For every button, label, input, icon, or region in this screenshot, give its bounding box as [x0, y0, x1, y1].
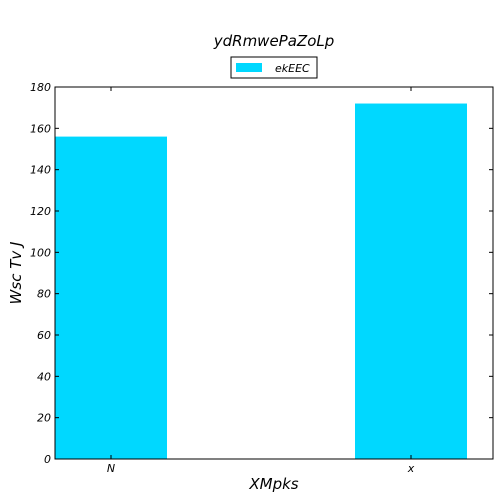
- legend: ekEEC: [230, 56, 318, 79]
- chart-title: ydRmwePaZoLp: [213, 32, 335, 50]
- y-axis-label: Wsc Tv J: [7, 242, 25, 305]
- y-tick-label: 80: [37, 288, 51, 301]
- y-tick-label: 100: [30, 246, 51, 259]
- x-tick-label: N: [107, 462, 115, 475]
- x-tick-label: x: [407, 462, 415, 475]
- y-tick-label: 40: [37, 370, 51, 383]
- y-tick-label: 0: [44, 453, 51, 466]
- bar-N: [55, 136, 167, 459]
- y-axis: 0 20 40 60 80 100 120 140 160 180: [30, 81, 493, 466]
- bar-x: [355, 103, 467, 460]
- y-tick-label: 160: [30, 122, 51, 135]
- x-axis-label: XMpks: [248, 475, 298, 493]
- y-tick-label: 120: [30, 205, 51, 218]
- y-tick-label: 140: [30, 164, 51, 177]
- bars-group: [55, 103, 467, 460]
- y-tick-label: 20: [37, 412, 51, 425]
- y-tick-label: 180: [30, 81, 51, 94]
- legend-swatch: [236, 63, 262, 72]
- y-tick-label: 60: [37, 329, 51, 342]
- legend-box: [230, 56, 318, 79]
- legend-label: ekEEC: [275, 62, 310, 75]
- plot-frame: [54, 86, 494, 460]
